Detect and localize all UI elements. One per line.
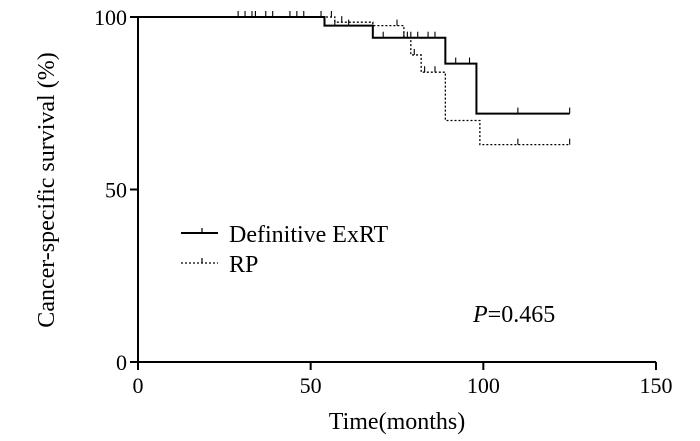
legend-item-rp: RP: [181, 252, 258, 278]
y-axis-title: Cancer-specific survival (%): [34, 52, 60, 327]
legend-item-definitive-exrt: Definitive ExRT: [181, 222, 389, 248]
legend-label-rp: RP: [229, 252, 258, 278]
series-line-definitive-exrt: [138, 16, 570, 115]
p-value-text: =0.465: [488, 302, 556, 328]
x-tick-label-0: 0: [133, 373, 144, 398]
y-tick-label-0: 0: [116, 350, 127, 375]
axis-ticks: 0 50 100 150 0 50 100: [94, 5, 673, 398]
x-axis-title: Time(months): [329, 409, 465, 435]
p-value-annotation: P=0.465: [472, 302, 555, 328]
legend: Definitive ExRT RP: [181, 222, 389, 278]
p-value-italic-p: P: [472, 302, 488, 328]
x-tick-label-150: 150: [640, 373, 673, 398]
series-line-rp: [138, 16, 570, 146]
x-tick-label-50: 50: [300, 373, 322, 398]
plot-area: [138, 11, 571, 146]
y-tick-label-50: 50: [105, 178, 127, 203]
legend-label-definitive-exrt: Definitive ExRT: [229, 222, 389, 248]
x-tick-label-100: 100: [467, 373, 500, 398]
y-tick-label-100: 100: [94, 5, 127, 30]
